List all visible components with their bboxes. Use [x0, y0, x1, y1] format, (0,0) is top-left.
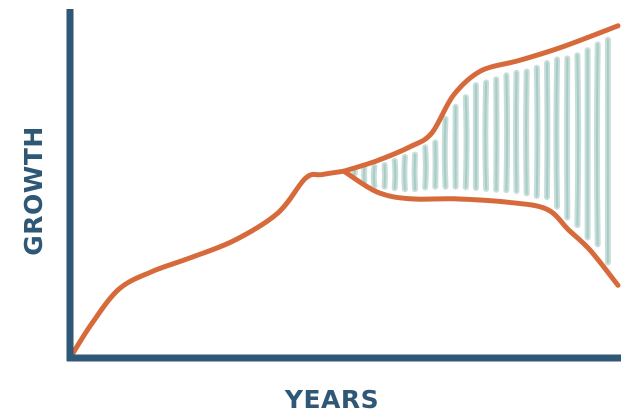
growth-curves — [67, 23, 621, 361]
upper-bound-line — [341, 23, 621, 174]
lower-bound-line — [341, 168, 621, 288]
x-axis-label: YEARS — [284, 385, 379, 413]
shared-trend-line — [67, 168, 347, 361]
band-dash-core — [505, 74, 509, 192]
band-dash-core — [464, 96, 468, 189]
band-dash-core — [535, 66, 539, 197]
band-dash-core — [595, 43, 599, 246]
band-dash-core — [443, 117, 447, 188]
band-dash-core — [525, 70, 528, 195]
band-dash-core — [484, 81, 488, 190]
band-dash-core — [424, 146, 427, 189]
uncertainty-band — [351, 36, 612, 266]
band-dash-core — [555, 58, 559, 208]
band-dash-core — [403, 155, 406, 191]
y-axis-label: GROWTH — [19, 126, 48, 256]
band-dash-core — [372, 165, 376, 188]
band-dash-core — [353, 169, 356, 176]
band-dash-core — [393, 159, 397, 190]
band-dash-core — [576, 54, 580, 227]
